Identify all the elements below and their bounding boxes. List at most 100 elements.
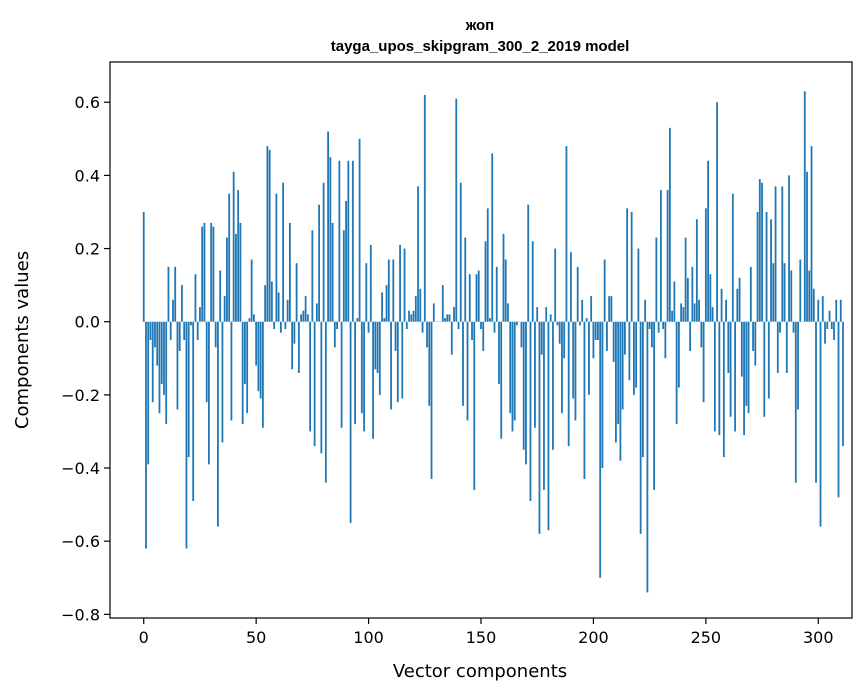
bar <box>520 321 523 348</box>
bar <box>572 321 575 399</box>
bar <box>428 321 431 406</box>
bar <box>320 321 323 454</box>
bar <box>489 318 491 322</box>
bar <box>745 321 748 406</box>
bar <box>468 274 471 322</box>
bar <box>727 321 730 373</box>
bar <box>722 321 725 458</box>
chart-title: жоп <box>465 17 494 34</box>
bar <box>500 321 503 439</box>
bar <box>142 211 145 322</box>
bar <box>662 321 665 330</box>
bar <box>419 288 422 322</box>
bar <box>255 321 258 366</box>
bar <box>821 296 824 322</box>
bar <box>619 321 622 461</box>
bar <box>511 321 514 432</box>
bar <box>700 321 703 348</box>
bar <box>765 211 768 322</box>
bar <box>554 248 557 322</box>
bar <box>603 259 606 322</box>
bar <box>594 321 597 340</box>
bar <box>392 259 395 322</box>
bar <box>628 321 631 381</box>
bar <box>758 179 761 322</box>
plot-frame <box>109 61 853 619</box>
bar <box>426 321 428 348</box>
bar <box>163 321 165 395</box>
bar <box>610 296 613 322</box>
bar <box>534 321 536 428</box>
bar <box>304 296 307 322</box>
bar <box>612 321 615 362</box>
bar <box>567 321 570 447</box>
x-tick-label: 300 <box>803 628 834 647</box>
bar <box>563 321 566 359</box>
bar <box>412 310 415 322</box>
bar <box>641 321 644 458</box>
bar <box>262 321 264 428</box>
bar <box>716 102 718 322</box>
bar <box>635 321 638 388</box>
x-tick-label: 100 <box>353 628 384 647</box>
bar <box>536 307 539 322</box>
bar <box>738 277 741 322</box>
bar <box>232 171 235 322</box>
bar <box>300 314 303 322</box>
y-axis-label: Components values <box>12 251 33 429</box>
bar <box>374 321 377 370</box>
bar <box>396 321 399 403</box>
bar <box>545 307 548 322</box>
bar <box>185 321 188 549</box>
bar <box>788 175 790 322</box>
bar <box>486 208 489 322</box>
bar <box>390 321 392 410</box>
bar <box>410 314 413 322</box>
bar <box>385 285 388 322</box>
bar <box>318 204 321 322</box>
y-tick-label: −0.4 <box>61 459 100 478</box>
x-tick-label: 0 <box>139 628 149 647</box>
bar <box>275 193 278 322</box>
bar <box>417 186 419 322</box>
bar <box>403 248 406 322</box>
bar <box>812 288 815 322</box>
bar <box>253 314 255 322</box>
bar <box>828 310 831 322</box>
bar <box>794 321 797 483</box>
bar <box>446 314 449 322</box>
bar <box>531 241 534 322</box>
bar <box>482 321 485 351</box>
bar <box>691 266 694 322</box>
bar <box>671 310 674 322</box>
x-axis-ticks: 0 50 100 150 200 250 300 <box>139 618 834 647</box>
bar <box>673 281 676 322</box>
bar <box>145 321 147 549</box>
bar <box>365 263 368 322</box>
bar <box>327 131 329 322</box>
bar <box>223 296 226 322</box>
bar <box>606 321 608 351</box>
bar <box>790 270 793 322</box>
bar <box>387 259 390 322</box>
bar <box>273 321 276 330</box>
bar <box>770 219 772 322</box>
bar <box>815 321 817 483</box>
bar <box>576 266 579 322</box>
bar <box>208 321 210 465</box>
bar <box>597 321 599 340</box>
bar <box>169 321 172 340</box>
bar <box>680 303 683 322</box>
bar <box>381 292 383 322</box>
bar <box>509 321 512 414</box>
bar <box>356 318 359 322</box>
bar <box>713 321 716 432</box>
bar <box>158 321 161 414</box>
bar <box>246 321 249 414</box>
chart-subtitle: tayga_upos_skipgram_300_2_2019 model <box>331 38 630 55</box>
bar <box>192 321 195 501</box>
bar <box>574 321 577 421</box>
bar <box>743 321 745 436</box>
bar <box>792 321 795 333</box>
